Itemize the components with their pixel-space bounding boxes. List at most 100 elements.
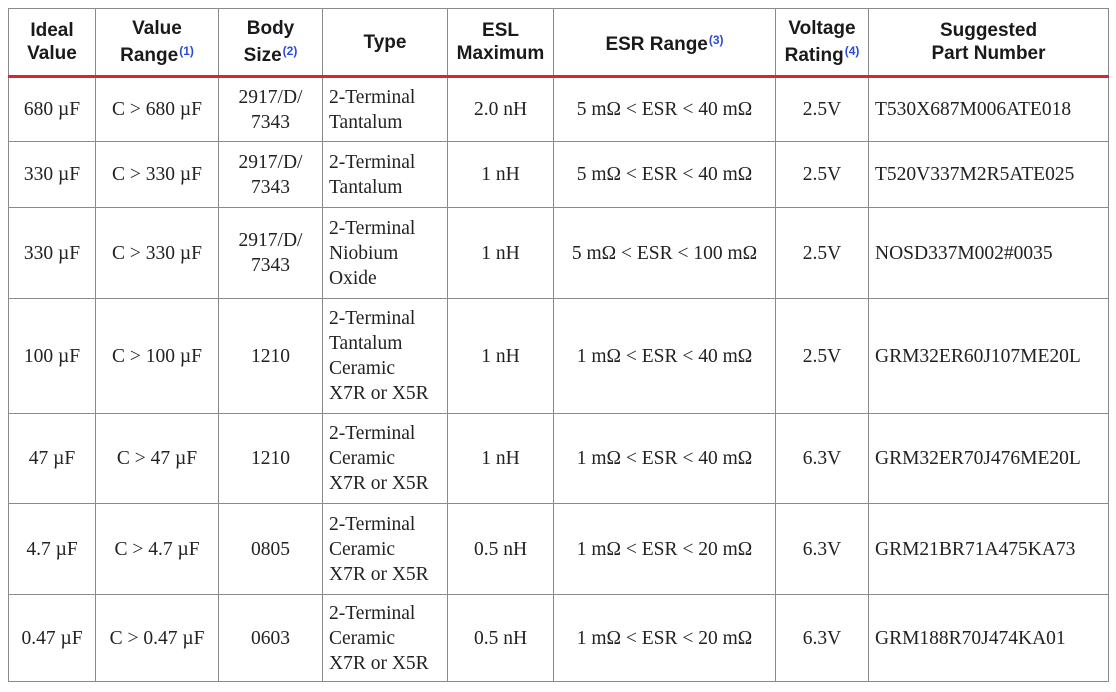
header-text: Range — [120, 45, 179, 66]
cell-text: C > 47 µF — [116, 448, 198, 469]
table-cell: 330 µF — [8, 141, 96, 208]
table-row: 4.7 µF C > 4.7 µF 0805 2-Terminal Ceramic X7R… — [8, 503, 1109, 595]
cell-text: 1 nH — [481, 164, 520, 185]
header-line: Range(1) — [102, 40, 212, 67]
cell-line: 7343 — [251, 111, 290, 133]
table-cell: GRM188R70J474KA01 — [868, 594, 1109, 682]
table-cell: 1210 — [218, 413, 323, 504]
header-text: Voltage — [788, 18, 856, 39]
cell-text: 0.5 nH — [473, 627, 528, 649]
cell-line: 2-Terminal — [329, 602, 416, 624]
cell-text: 6.3V — [802, 448, 842, 469]
cell-line: X7R or X5R — [329, 563, 429, 585]
footnote-ref: (3) — [708, 32, 724, 47]
cell-text: T530X687M006ATE018 — [875, 99, 1072, 120]
table-cell: C > 330 µF — [95, 207, 219, 299]
table-cell: C > 4.7 µF — [95, 503, 219, 595]
table-cell: 0.5 nH — [447, 503, 554, 595]
cell-line: 2917/D/ — [238, 230, 303, 251]
header-row: Ideal Value Value Range(1) Body Size(2) Type ES… — [8, 8, 1109, 78]
cell-text: 5 mΩ < ESR < 100 mΩ — [571, 242, 758, 264]
header-text: Body — [246, 18, 295, 39]
table-cell: 2917/D/7343 — [218, 207, 323, 299]
table-cell: 2.5V — [775, 298, 869, 414]
cell-text: 0.47 µF — [21, 627, 83, 649]
table-cell: GRM32ER60J107ME20L — [868, 298, 1109, 414]
header-line: Type — [329, 31, 441, 54]
header-line: Body — [225, 17, 316, 40]
table-cell: 1 mΩ < ESR < 20 mΩ — [553, 594, 776, 682]
table-body: 680 µF C > 680 µF 2917/D/7343 2-Terminal Tan… — [8, 76, 1109, 682]
cell-text: 1 nH — [481, 448, 520, 469]
header-text: ESL — [482, 20, 519, 41]
table-cell: C > 330 µF — [95, 141, 219, 208]
table-cell: 6.3V — [775, 413, 869, 504]
header-line: Maximum — [454, 42, 547, 65]
table-cell: 2-Terminal Tantalum Ceramic X7R or X5R — [322, 298, 448, 414]
cell-text: 100 µF — [23, 345, 81, 367]
table-cell: 2.5V — [775, 76, 869, 142]
cell-line: Tantalum — [329, 333, 403, 354]
header-text: Rating — [784, 45, 844, 66]
cell-line: X7R or X5R — [329, 383, 429, 404]
table-cell: GRM21BR71A475KA73 — [868, 503, 1109, 595]
cell-text: 0805 — [251, 538, 290, 560]
table-cell: 1 mΩ < ESR < 40 mΩ — [553, 298, 776, 414]
cell-text: 47 µF — [28, 448, 76, 469]
table-cell: 5 mΩ < ESR < 100 mΩ — [553, 207, 776, 299]
cell-text: 330 µF — [23, 164, 81, 185]
cell-text: 0603 — [251, 627, 290, 649]
cell-text: C > 4.7 µF — [114, 538, 200, 560]
table-row: 680 µF C > 680 µF 2917/D/7343 2-Terminal Tan… — [8, 76, 1109, 142]
table-cell: 2-Terminal Niobium Oxide — [322, 207, 448, 299]
cell-text: 1 mΩ < ESR < 40 mΩ — [576, 345, 753, 367]
table-row: 330 µF C > 330 µF 2917/D/7343 2-Terminal Nio… — [8, 207, 1109, 299]
table-cell: 2.5V — [775, 141, 869, 208]
cell-line: 2-Terminal — [329, 151, 416, 173]
cell-text: C > 100 µF — [112, 345, 202, 367]
cell-text: GRM21BR71A475KA73 — [875, 538, 1076, 560]
cell-text: GRM32ER70J476ME20L — [875, 448, 1081, 469]
header-cell: Type — [322, 8, 448, 78]
table-cell: 5 mΩ < ESR < 40 mΩ — [553, 76, 776, 142]
header-line: Rating(4) — [782, 40, 862, 67]
cell-text: 2.0 nH — [473, 99, 528, 120]
header-line: Part Number — [875, 42, 1102, 65]
cell-text: GRM188R70J474KA01 — [875, 627, 1066, 649]
cell-text: GRM32ER60J107ME20L — [875, 345, 1081, 367]
header-line: Size(2) — [225, 40, 316, 67]
cell-line: X7R or X5R — [329, 652, 429, 674]
cell-line: 2-Terminal — [329, 513, 416, 535]
table-cell: 2-Terminal Tantalum — [322, 141, 448, 208]
table-cell: T520V337M2R5ATE025 — [868, 141, 1109, 208]
cell-text: 1 mΩ < ESR < 20 mΩ — [576, 627, 753, 649]
cell-text: 4.7 µF — [26, 538, 78, 560]
cell-line: Ceramic — [329, 448, 396, 469]
table-row: 47 µF C > 47 µF 1210 2-Terminal Ceramic X7R o… — [8, 413, 1109, 504]
table-cell: 0603 — [218, 594, 323, 682]
cell-text: 5 mΩ < ESR < 40 mΩ — [576, 99, 753, 120]
cell-line: Oxide — [329, 267, 377, 289]
header-line: ESR Range(3) — [560, 29, 769, 56]
header-cell: Voltage Rating(4) — [775, 8, 869, 78]
cell-text: 2.5V — [802, 345, 842, 367]
cell-line: Ceramic — [329, 358, 396, 379]
cell-line: 2-Terminal — [329, 423, 416, 444]
table-cell: 1 nH — [447, 141, 554, 208]
table-cell: 1 mΩ < ESR < 20 mΩ — [553, 503, 776, 595]
table-cell: 1 nH — [447, 413, 554, 504]
header-cell: Value Range(1) — [95, 8, 219, 78]
table-cell: 330 µF — [8, 207, 96, 299]
footnote-ref: (1) — [179, 44, 194, 58]
footnote-ref: (4) — [844, 44, 860, 58]
table-cell: C > 47 µF — [95, 413, 219, 504]
cell-line: X7R or X5R — [329, 473, 429, 494]
cell-text: 1 mΩ < ESR < 20 mΩ — [576, 538, 753, 560]
header-line: Value — [102, 17, 212, 40]
header-line: ESL — [454, 19, 547, 42]
header-text: Maximum — [456, 43, 545, 64]
cell-line: 2917/D/ — [238, 86, 303, 108]
table-cell: 6.3V — [775, 503, 869, 595]
header-text: Ideal — [30, 20, 74, 41]
